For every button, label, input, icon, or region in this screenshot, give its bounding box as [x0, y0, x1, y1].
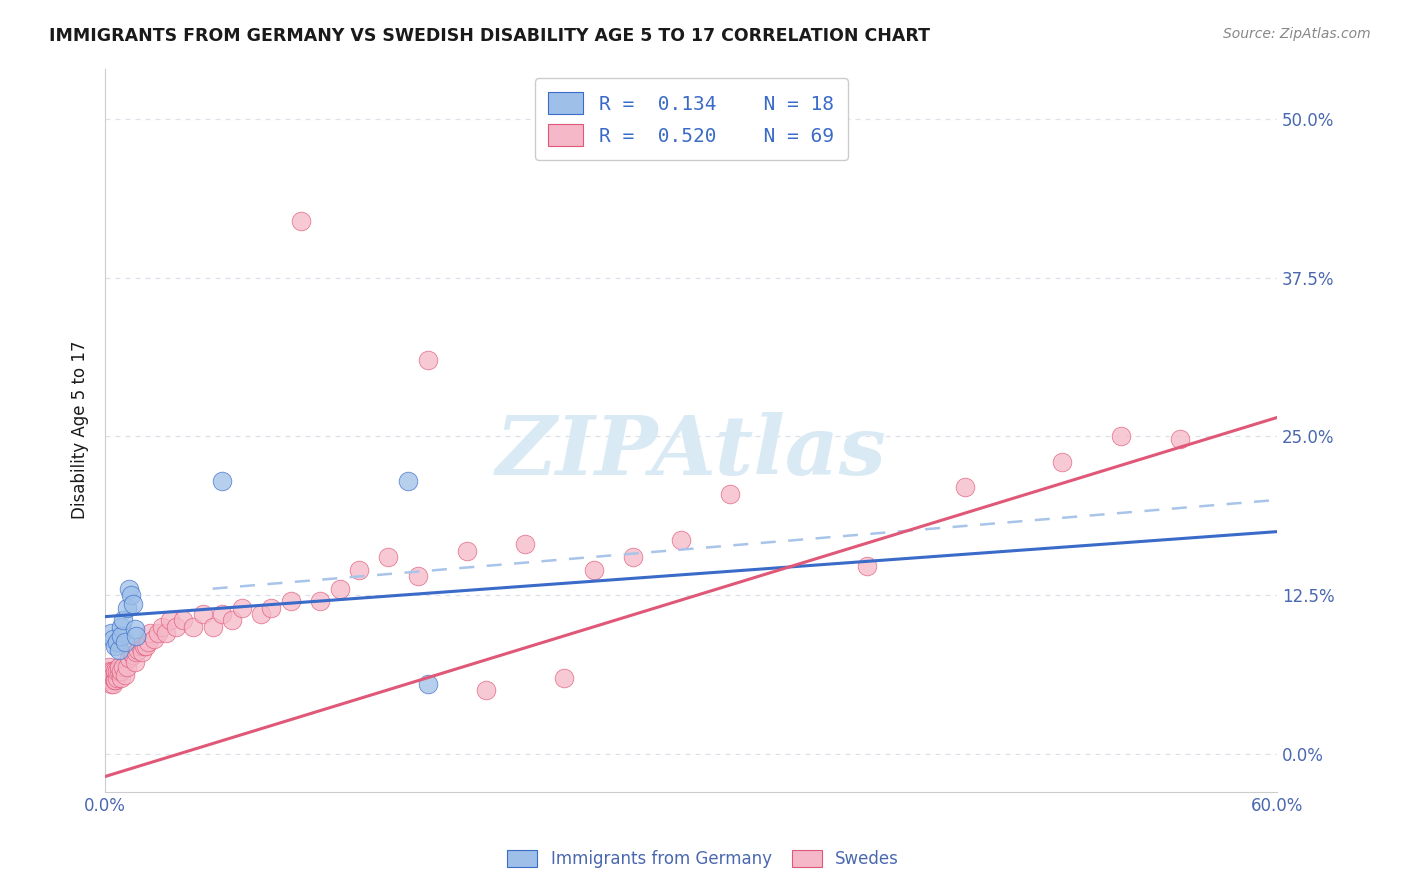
Point — [329, 582, 352, 596]
Point — [1109, 429, 1132, 443]
Point — [221, 614, 243, 628]
Point — [114, 635, 136, 649]
Point — [104, 664, 127, 678]
Point — [201, 620, 224, 634]
Point — [115, 660, 138, 674]
Point — [100, 673, 122, 687]
Point — [108, 642, 131, 657]
Point — [150, 620, 173, 634]
Point — [553, 671, 575, 685]
Point — [211, 474, 233, 488]
Point — [377, 549, 399, 564]
Point — [104, 673, 127, 687]
Point — [100, 626, 122, 640]
Point — [98, 660, 121, 674]
Point — [718, 486, 741, 500]
Point — [118, 582, 141, 596]
Point — [416, 677, 439, 691]
Point — [280, 594, 302, 608]
Point — [125, 629, 148, 643]
Point — [105, 635, 128, 649]
Legend: R =  0.134    N = 18, R =  0.520    N = 69: R = 0.134 N = 18, R = 0.520 N = 69 — [534, 78, 848, 160]
Point — [115, 600, 138, 615]
Point — [124, 622, 146, 636]
Point — [110, 664, 132, 678]
Point — [181, 620, 204, 634]
Point — [135, 639, 157, 653]
Point — [134, 639, 156, 653]
Point — [406, 569, 429, 583]
Point — [191, 607, 214, 621]
Point — [110, 671, 132, 685]
Point — [121, 648, 143, 662]
Point — [104, 639, 127, 653]
Point — [127, 642, 149, 657]
Point — [165, 620, 187, 634]
Point — [856, 558, 879, 573]
Point — [621, 549, 644, 564]
Point — [396, 474, 419, 488]
Point — [101, 664, 124, 678]
Point — [172, 614, 194, 628]
Point — [1052, 455, 1074, 469]
Point — [475, 683, 498, 698]
Text: ZIPAtlas: ZIPAtlas — [496, 412, 887, 491]
Point — [260, 600, 283, 615]
Point — [110, 629, 132, 643]
Point — [120, 588, 142, 602]
Point — [111, 614, 134, 628]
Y-axis label: Disability Age 5 to 17: Disability Age 5 to 17 — [72, 341, 89, 519]
Point — [100, 677, 122, 691]
Point — [953, 480, 976, 494]
Legend: Immigrants from Germany, Swedes: Immigrants from Germany, Swedes — [501, 843, 905, 875]
Point — [98, 671, 121, 685]
Point — [309, 594, 332, 608]
Point — [125, 645, 148, 659]
Point — [105, 671, 128, 685]
Point — [101, 668, 124, 682]
Point — [290, 213, 312, 227]
Point — [101, 677, 124, 691]
Point — [1168, 432, 1191, 446]
Point — [104, 668, 127, 682]
Point — [110, 620, 132, 634]
Point — [96, 671, 118, 685]
Point — [456, 543, 478, 558]
Point — [114, 668, 136, 682]
Point — [96, 664, 118, 678]
Point — [129, 639, 152, 653]
Point — [416, 353, 439, 368]
Point — [146, 626, 169, 640]
Point — [108, 660, 131, 674]
Point — [124, 655, 146, 669]
Point — [582, 563, 605, 577]
Point — [250, 607, 273, 621]
Point — [120, 645, 142, 659]
Point — [139, 626, 162, 640]
Point — [105, 664, 128, 678]
Point — [231, 600, 253, 615]
Point — [100, 671, 122, 685]
Point — [108, 664, 131, 678]
Point — [104, 673, 127, 687]
Text: Source: ZipAtlas.com: Source: ZipAtlas.com — [1223, 27, 1371, 41]
Point — [143, 632, 166, 647]
Point — [98, 664, 121, 678]
Point — [101, 671, 124, 685]
Point — [101, 632, 124, 647]
Point — [347, 563, 370, 577]
Point — [159, 614, 181, 628]
Point — [211, 607, 233, 621]
Point — [121, 597, 143, 611]
Point — [118, 651, 141, 665]
Point — [155, 626, 177, 640]
Point — [111, 660, 134, 674]
Point — [515, 537, 537, 551]
Point — [100, 664, 122, 678]
Text: IMMIGRANTS FROM GERMANY VS SWEDISH DISABILITY AGE 5 TO 17 CORRELATION CHART: IMMIGRANTS FROM GERMANY VS SWEDISH DISAB… — [49, 27, 931, 45]
Point — [671, 533, 693, 548]
Point — [131, 645, 153, 659]
Point — [136, 635, 159, 649]
